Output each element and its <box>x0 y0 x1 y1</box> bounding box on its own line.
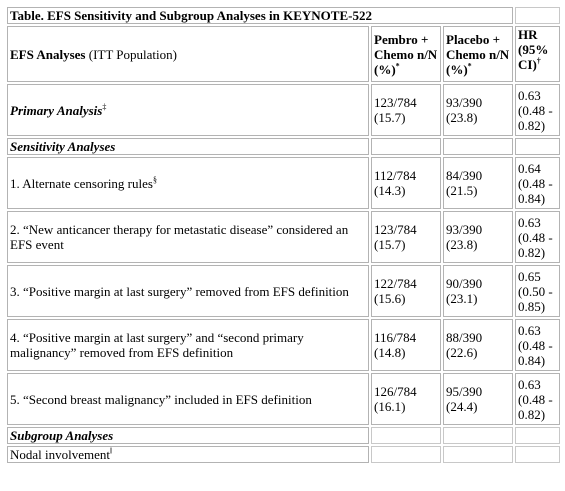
table-title: Table. EFS Sensitivity and Subgroup Anal… <box>7 7 513 24</box>
sensitivity-hr: 0.64 (0.48 - 0.84) <box>515 157 560 209</box>
sensitivity-placebo: 93/390 (23.8) <box>443 211 513 263</box>
sensitivity-label: 1. Alternate censoring rules§ <box>7 157 369 209</box>
table-row: 4. “Positive margin at last surgery” and… <box>7 319 560 371</box>
table-row: 2. “New anticancer therapy for metastati… <box>7 211 560 263</box>
primary-pembro: 123/784 (15.7) <box>371 84 441 136</box>
empty-cell <box>443 138 513 155</box>
sensitivity-label: 4. “Positive margin at last surgery” and… <box>7 319 369 371</box>
header-analyses: EFS Analyses (ITT Population) <box>7 26 369 82</box>
primary-hr: 0.63 (0.48 - 0.82) <box>515 84 560 136</box>
sensitivity-label: 3. “Positive margin at last surgery” rem… <box>7 265 369 317</box>
sensitivity-placebo: 90/390 (23.1) <box>443 265 513 317</box>
empty-cell <box>515 138 560 155</box>
table-row: 5. “Second breast malignancy” included i… <box>7 373 560 425</box>
sensitivity-label: 2. “New anticancer therapy for metastati… <box>7 211 369 263</box>
header-pembro: Pembro + Chemo n/N (%)* <box>371 26 441 82</box>
nodal-involvement-label: Nodal involvementǁ <box>7 446 369 463</box>
sensitivity-placebo: 84/390 (21.5) <box>443 157 513 209</box>
empty-cell <box>371 138 441 155</box>
empty-cell <box>371 446 441 463</box>
sensitivity-pembro: 126/784 (16.1) <box>371 373 441 425</box>
empty-cell <box>443 427 513 444</box>
sensitivity-label: 5. “Second breast malignancy” included i… <box>7 373 369 425</box>
sensitivity-hr: 0.63 (0.48 - 0.82) <box>515 211 560 263</box>
table-row: 3. “Positive margin at last surgery” rem… <box>7 265 560 317</box>
table-row: Primary Analysis‡ 123/784 (15.7) 93/390 … <box>7 84 560 136</box>
empty-cell <box>443 446 513 463</box>
sensitivity-pembro: 112/784 (14.3) <box>371 157 441 209</box>
empty-cell <box>515 7 560 24</box>
table-row: 1. Alternate censoring rules§ 112/784 (1… <box>7 157 560 209</box>
sensitivity-placebo: 95/390 (24.4) <box>443 373 513 425</box>
sensitivity-hr: 0.65 (0.50 - 0.85) <box>515 265 560 317</box>
empty-cell <box>371 427 441 444</box>
header-placebo: Placebo + Chemo n/N (%)* <box>443 26 513 82</box>
empty-cell <box>515 427 560 444</box>
sensitivity-pembro: 116/784 (14.8) <box>371 319 441 371</box>
primary-analysis-label: Primary Analysis‡ <box>7 84 369 136</box>
header-hr: HR (95% CI)† <box>515 26 560 82</box>
sensitivity-placebo: 88/390 (22.6) <box>443 319 513 371</box>
sensitivity-heading: Sensitivity Analyses <box>7 138 369 155</box>
sensitivity-pembro: 123/784 (15.7) <box>371 211 441 263</box>
sensitivity-pembro: 122/784 (15.6) <box>371 265 441 317</box>
empty-cell <box>515 446 560 463</box>
sensitivity-hr: 0.63 (0.48 - 0.84) <box>515 319 560 371</box>
efs-table: Table. EFS Sensitivity and Subgroup Anal… <box>5 5 562 465</box>
subgroup-heading: Subgroup Analyses <box>7 427 369 444</box>
primary-placebo: 93/390 (23.8) <box>443 84 513 136</box>
sensitivity-hr: 0.63 (0.48 - 0.82) <box>515 373 560 425</box>
